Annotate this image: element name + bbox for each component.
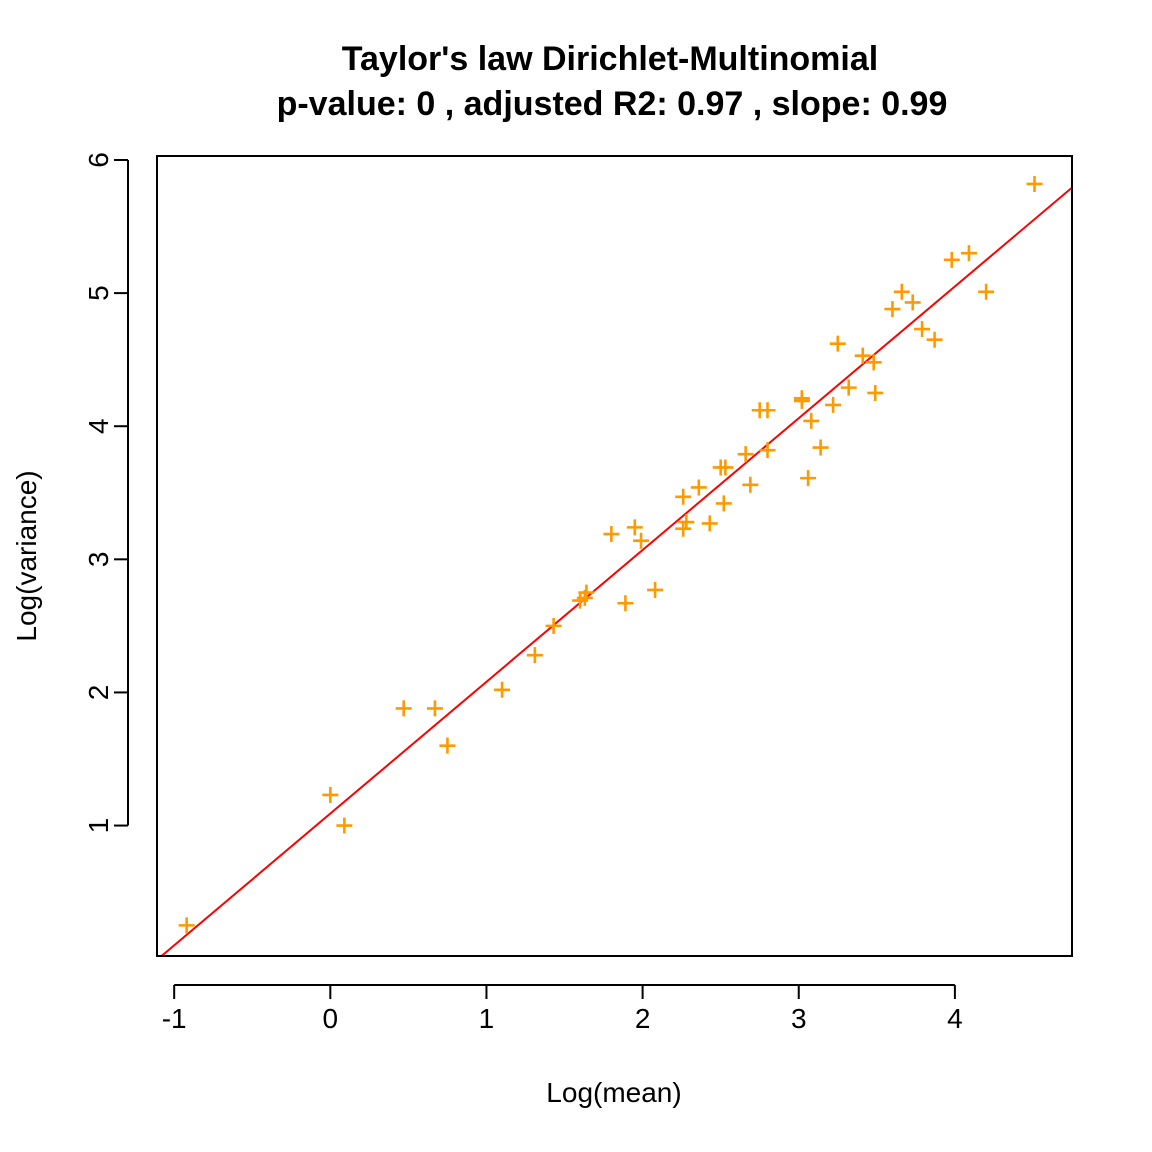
data-point xyxy=(322,786,339,803)
data-point xyxy=(829,335,846,352)
data-point xyxy=(943,251,960,268)
data-point xyxy=(626,519,643,536)
data-point xyxy=(545,617,562,634)
data-point xyxy=(865,354,882,371)
y-tick-label: 6 xyxy=(83,152,114,168)
data-points xyxy=(178,175,1043,934)
y-axis-label: Log(variance) xyxy=(11,470,42,641)
data-point xyxy=(336,817,353,834)
data-point xyxy=(759,402,776,419)
data-point xyxy=(800,470,817,487)
data-point xyxy=(439,737,456,754)
y-tick-label: 5 xyxy=(83,285,114,301)
data-point xyxy=(1026,175,1043,192)
fit-line-group xyxy=(160,186,1072,956)
y-tick-label: 1 xyxy=(83,818,114,834)
data-point xyxy=(717,459,734,476)
data-point xyxy=(893,283,910,300)
data-point xyxy=(426,700,443,717)
data-point xyxy=(701,515,718,532)
data-point xyxy=(603,526,620,543)
data-point xyxy=(926,331,943,348)
data-point xyxy=(617,595,634,612)
data-point xyxy=(647,581,664,598)
data-point xyxy=(825,396,842,413)
data-point xyxy=(803,412,820,429)
x-tick-label: -1 xyxy=(162,1003,187,1034)
data-point xyxy=(178,917,195,934)
data-point xyxy=(678,514,695,531)
y-tick-label: 2 xyxy=(83,685,114,701)
data-point xyxy=(840,379,857,396)
data-point xyxy=(675,520,692,537)
chart-subtitle: p-value: 0 , adjusted R2: 0.97 , slope: … xyxy=(277,85,948,123)
y-tick-label: 4 xyxy=(83,418,114,434)
plot-area-frame xyxy=(156,155,1073,957)
regression-line xyxy=(160,186,1072,956)
x-tick-label: 3 xyxy=(791,1003,807,1034)
x-tick-label: 4 xyxy=(947,1003,963,1034)
data-point xyxy=(812,439,829,456)
data-point xyxy=(854,347,871,364)
data-point xyxy=(978,283,995,300)
data-point xyxy=(494,681,511,698)
data-point xyxy=(395,700,412,717)
data-point xyxy=(715,495,732,512)
data-point xyxy=(904,294,921,311)
chart-title: Taylor's law Dirichlet-Multinomial xyxy=(342,40,878,78)
x-tick-label: 2 xyxy=(635,1003,651,1034)
data-point xyxy=(690,479,707,496)
data-point xyxy=(884,301,901,318)
data-point xyxy=(793,390,810,407)
data-point xyxy=(914,321,931,338)
data-point xyxy=(526,647,543,664)
y-tick-label: 3 xyxy=(83,552,114,568)
x-axis-label: Log(mean) xyxy=(546,1077,681,1108)
data-point xyxy=(633,532,650,549)
data-point xyxy=(867,384,884,401)
data-point xyxy=(742,476,759,493)
data-point xyxy=(578,584,595,601)
data-point xyxy=(737,446,754,463)
data-point xyxy=(675,488,692,505)
axis-ticks: -1 0 1 2 3 4 1 2 3 4 5 6 xyxy=(83,152,963,1034)
x-tick-label: 1 xyxy=(479,1003,495,1034)
x-tick-label: 0 xyxy=(323,1003,339,1034)
data-point xyxy=(759,442,776,459)
data-point xyxy=(960,245,977,262)
